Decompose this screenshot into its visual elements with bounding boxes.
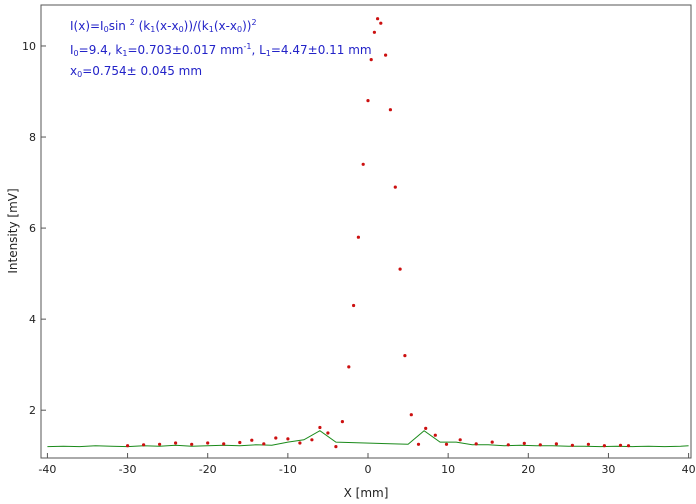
formula-annotation: I(x)=I0sin 2 (k1(x-x0))/(k1(x-x0))2 [70,18,257,34]
data-point [356,235,360,239]
x-tick-label: 40 [682,463,696,476]
data-point [424,426,428,430]
data-point [409,413,413,417]
data-point [586,442,591,446]
data-point [369,58,373,62]
data-point [554,442,559,446]
offset-annotation: x0=0.754± 0.045 mm [70,64,203,79]
data-point [286,437,290,441]
data-point [398,267,402,271]
data-point [366,99,370,103]
series-line [47,430,689,448]
data-point [318,425,322,430]
data-point [506,443,510,447]
data-point [403,354,407,358]
data-point [626,444,631,448]
data-point [274,436,278,440]
series-layer [47,17,689,449]
data-point [238,440,242,445]
data-point [444,442,449,446]
y-tick-label: 4 [29,313,36,326]
data-point [326,431,330,435]
data-point [334,445,338,449]
data-point [340,420,344,424]
x-tick-label: 10 [441,463,455,476]
data-point [474,442,478,446]
y-tick-label: 8 [29,131,36,144]
x-axis-title: X [mm] [344,486,389,500]
data-point [372,30,376,34]
x-tick-label: -40 [38,463,56,476]
data-point [347,365,351,369]
data-point [158,442,162,446]
data-point [416,442,421,446]
data-point [262,442,266,446]
y-axis-title: Intensity [mV] [6,188,20,273]
data-point [361,162,365,166]
x-tick-label: -30 [119,463,137,476]
data-point [433,433,437,437]
data-point [352,303,356,308]
x-tick-label: -20 [199,463,217,476]
data-point [174,441,178,445]
data-point [538,443,542,447]
x-tick-label: 0 [365,463,372,476]
data-point [376,17,380,21]
axis-ticks: -40 -30 -20 -10 0 10 20 30 40 2 4 6 8 10 [22,40,696,476]
data-point [379,21,383,25]
data-point [298,441,302,445]
data-point [602,444,607,448]
x-tick-label: 20 [521,463,535,476]
data-point [126,444,130,448]
x-tick-label: 30 [601,463,615,476]
plot-area [40,4,692,459]
data-point [206,441,210,445]
data-point [522,441,526,445]
fit-parameters-annotation: I0=9.4, k1=0.703±0.017 mm-1, L1=4.47±0.1… [70,42,372,58]
y-tick-label: 6 [29,222,36,235]
data-point [250,438,254,442]
data-point [388,108,392,112]
y-tick-label: 10 [22,40,36,53]
y-tick-label: 2 [29,404,36,417]
x-tick-label: -10 [279,463,297,476]
data-point [393,185,397,189]
data-point [222,442,226,446]
data-point [142,443,146,447]
data-point [570,443,575,447]
data-point [458,438,462,442]
data-point [618,443,623,447]
data-point [190,442,194,446]
data-point [384,53,388,57]
data-point [490,440,494,444]
data-point [310,438,314,442]
